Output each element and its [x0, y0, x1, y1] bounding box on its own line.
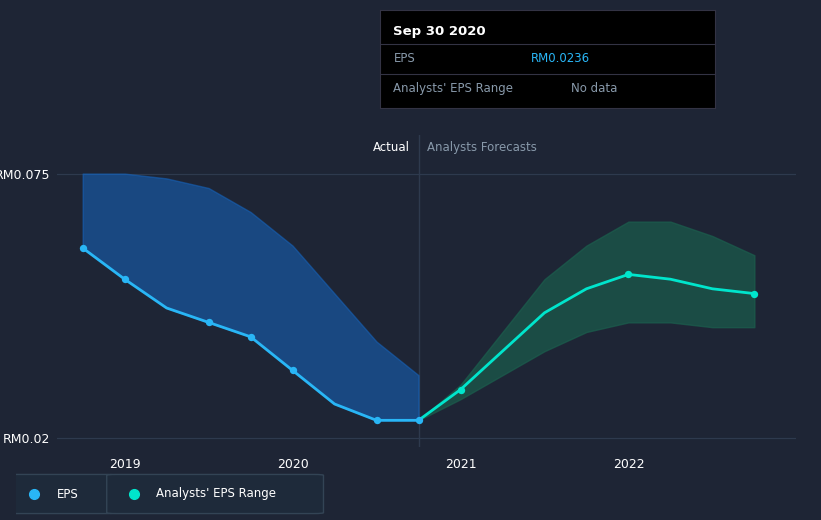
- Point: [748, 290, 761, 298]
- Text: RM0.0236: RM0.0236: [530, 53, 589, 66]
- FancyBboxPatch shape: [7, 474, 116, 514]
- Point: [412, 416, 425, 424]
- Point: [370, 416, 383, 424]
- Point: [202, 318, 215, 327]
- Text: Analysts' EPS Range: Analysts' EPS Range: [157, 488, 277, 500]
- Text: EPS: EPS: [57, 488, 79, 500]
- Text: Analysts' EPS Range: Analysts' EPS Range: [393, 82, 513, 95]
- Point: [621, 270, 635, 279]
- Text: No data: No data: [571, 82, 617, 95]
- Point: [454, 385, 467, 394]
- Text: Actual: Actual: [373, 141, 410, 154]
- FancyBboxPatch shape: [107, 474, 323, 514]
- Text: Sep 30 2020: Sep 30 2020: [393, 24, 486, 37]
- Text: EPS: EPS: [393, 53, 415, 66]
- Point: [118, 275, 131, 283]
- Point: [76, 244, 89, 252]
- Point: [286, 366, 299, 374]
- Point: [244, 333, 257, 341]
- Text: Analysts Forecasts: Analysts Forecasts: [427, 141, 537, 154]
